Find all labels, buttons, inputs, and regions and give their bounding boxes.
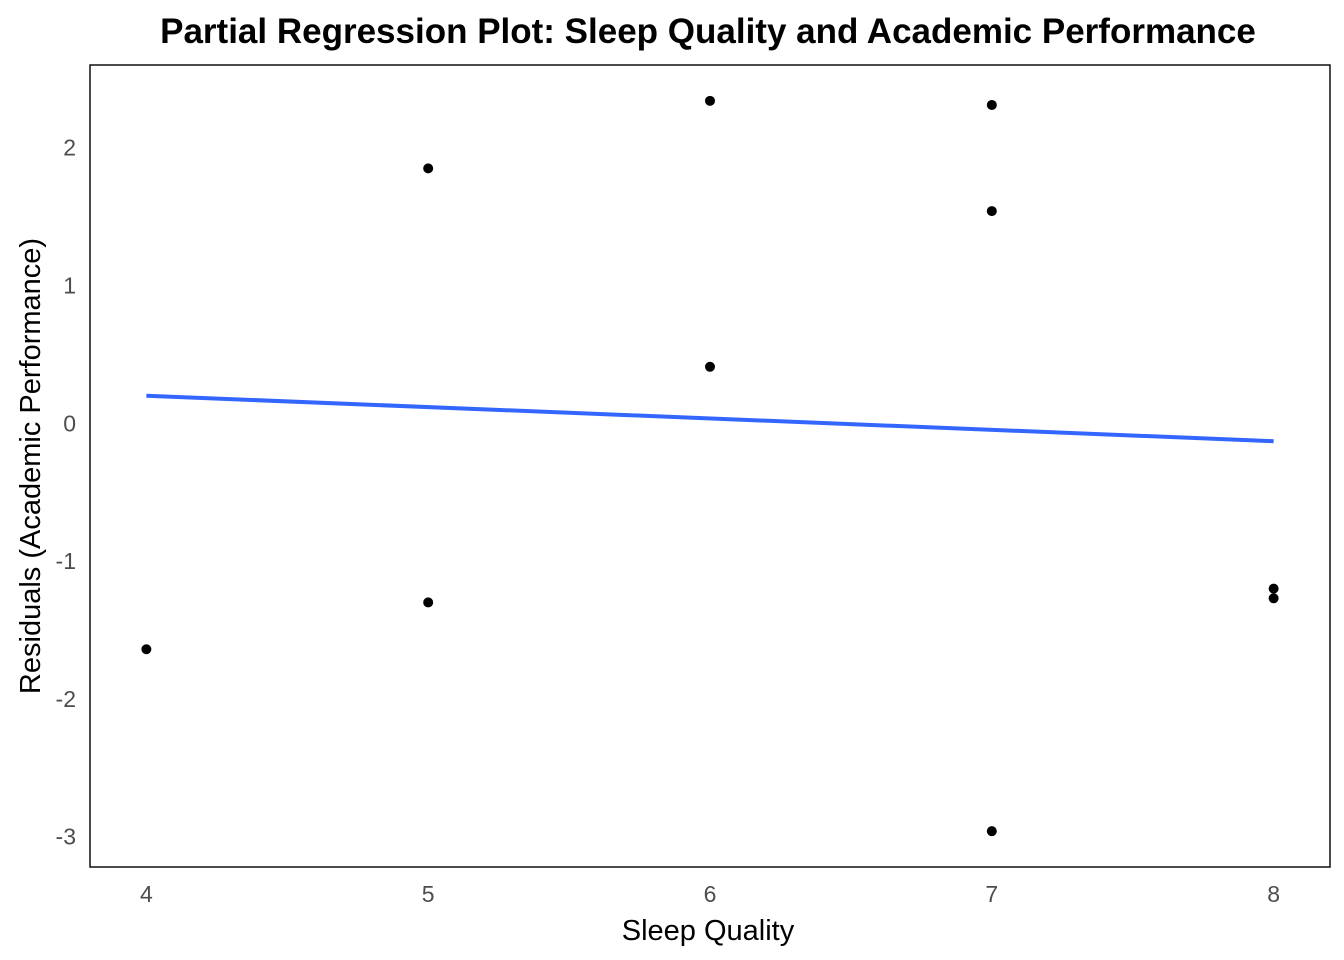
data-point [141,644,152,655]
x-tick-label: 7 [985,881,998,907]
data-point [705,361,715,372]
data-point [423,163,434,174]
data-point [423,597,434,608]
x-tick-label: 4 [140,881,153,907]
y-axis-label: Residuals (Academic Performance) [15,238,47,694]
data-point [986,206,997,217]
data-point [1268,593,1279,604]
data-point [1268,583,1279,594]
data-points-layer [141,95,1279,837]
y-axis-ticks: -3 -2 -1 0 1 2 [56,135,76,850]
data-point [705,95,715,106]
y-tick-label: -1 [56,548,76,574]
y-tick-label: 2 [63,135,76,161]
data-point [986,826,997,837]
x-tick-label: 6 [704,881,717,907]
x-axis-ticks: 4 5 6 7 8 [140,881,1280,907]
y-tick-label: 0 [63,410,76,436]
y-tick-label: 1 [63,272,76,298]
fit-line-layer [146,393,1274,444]
regression-fit-line [146,393,1274,444]
y-tick-label: -3 [56,824,76,850]
plot-panel-border [89,64,1331,868]
x-axis-label: Sleep Quality [622,915,795,947]
data-point [986,99,997,110]
y-tick-label: -2 [56,686,76,712]
x-tick-label: 5 [422,881,435,907]
x-tick-label: 8 [1267,881,1280,907]
chart-title: Partial Regression Plot: Sleep Quality a… [160,12,1256,51]
